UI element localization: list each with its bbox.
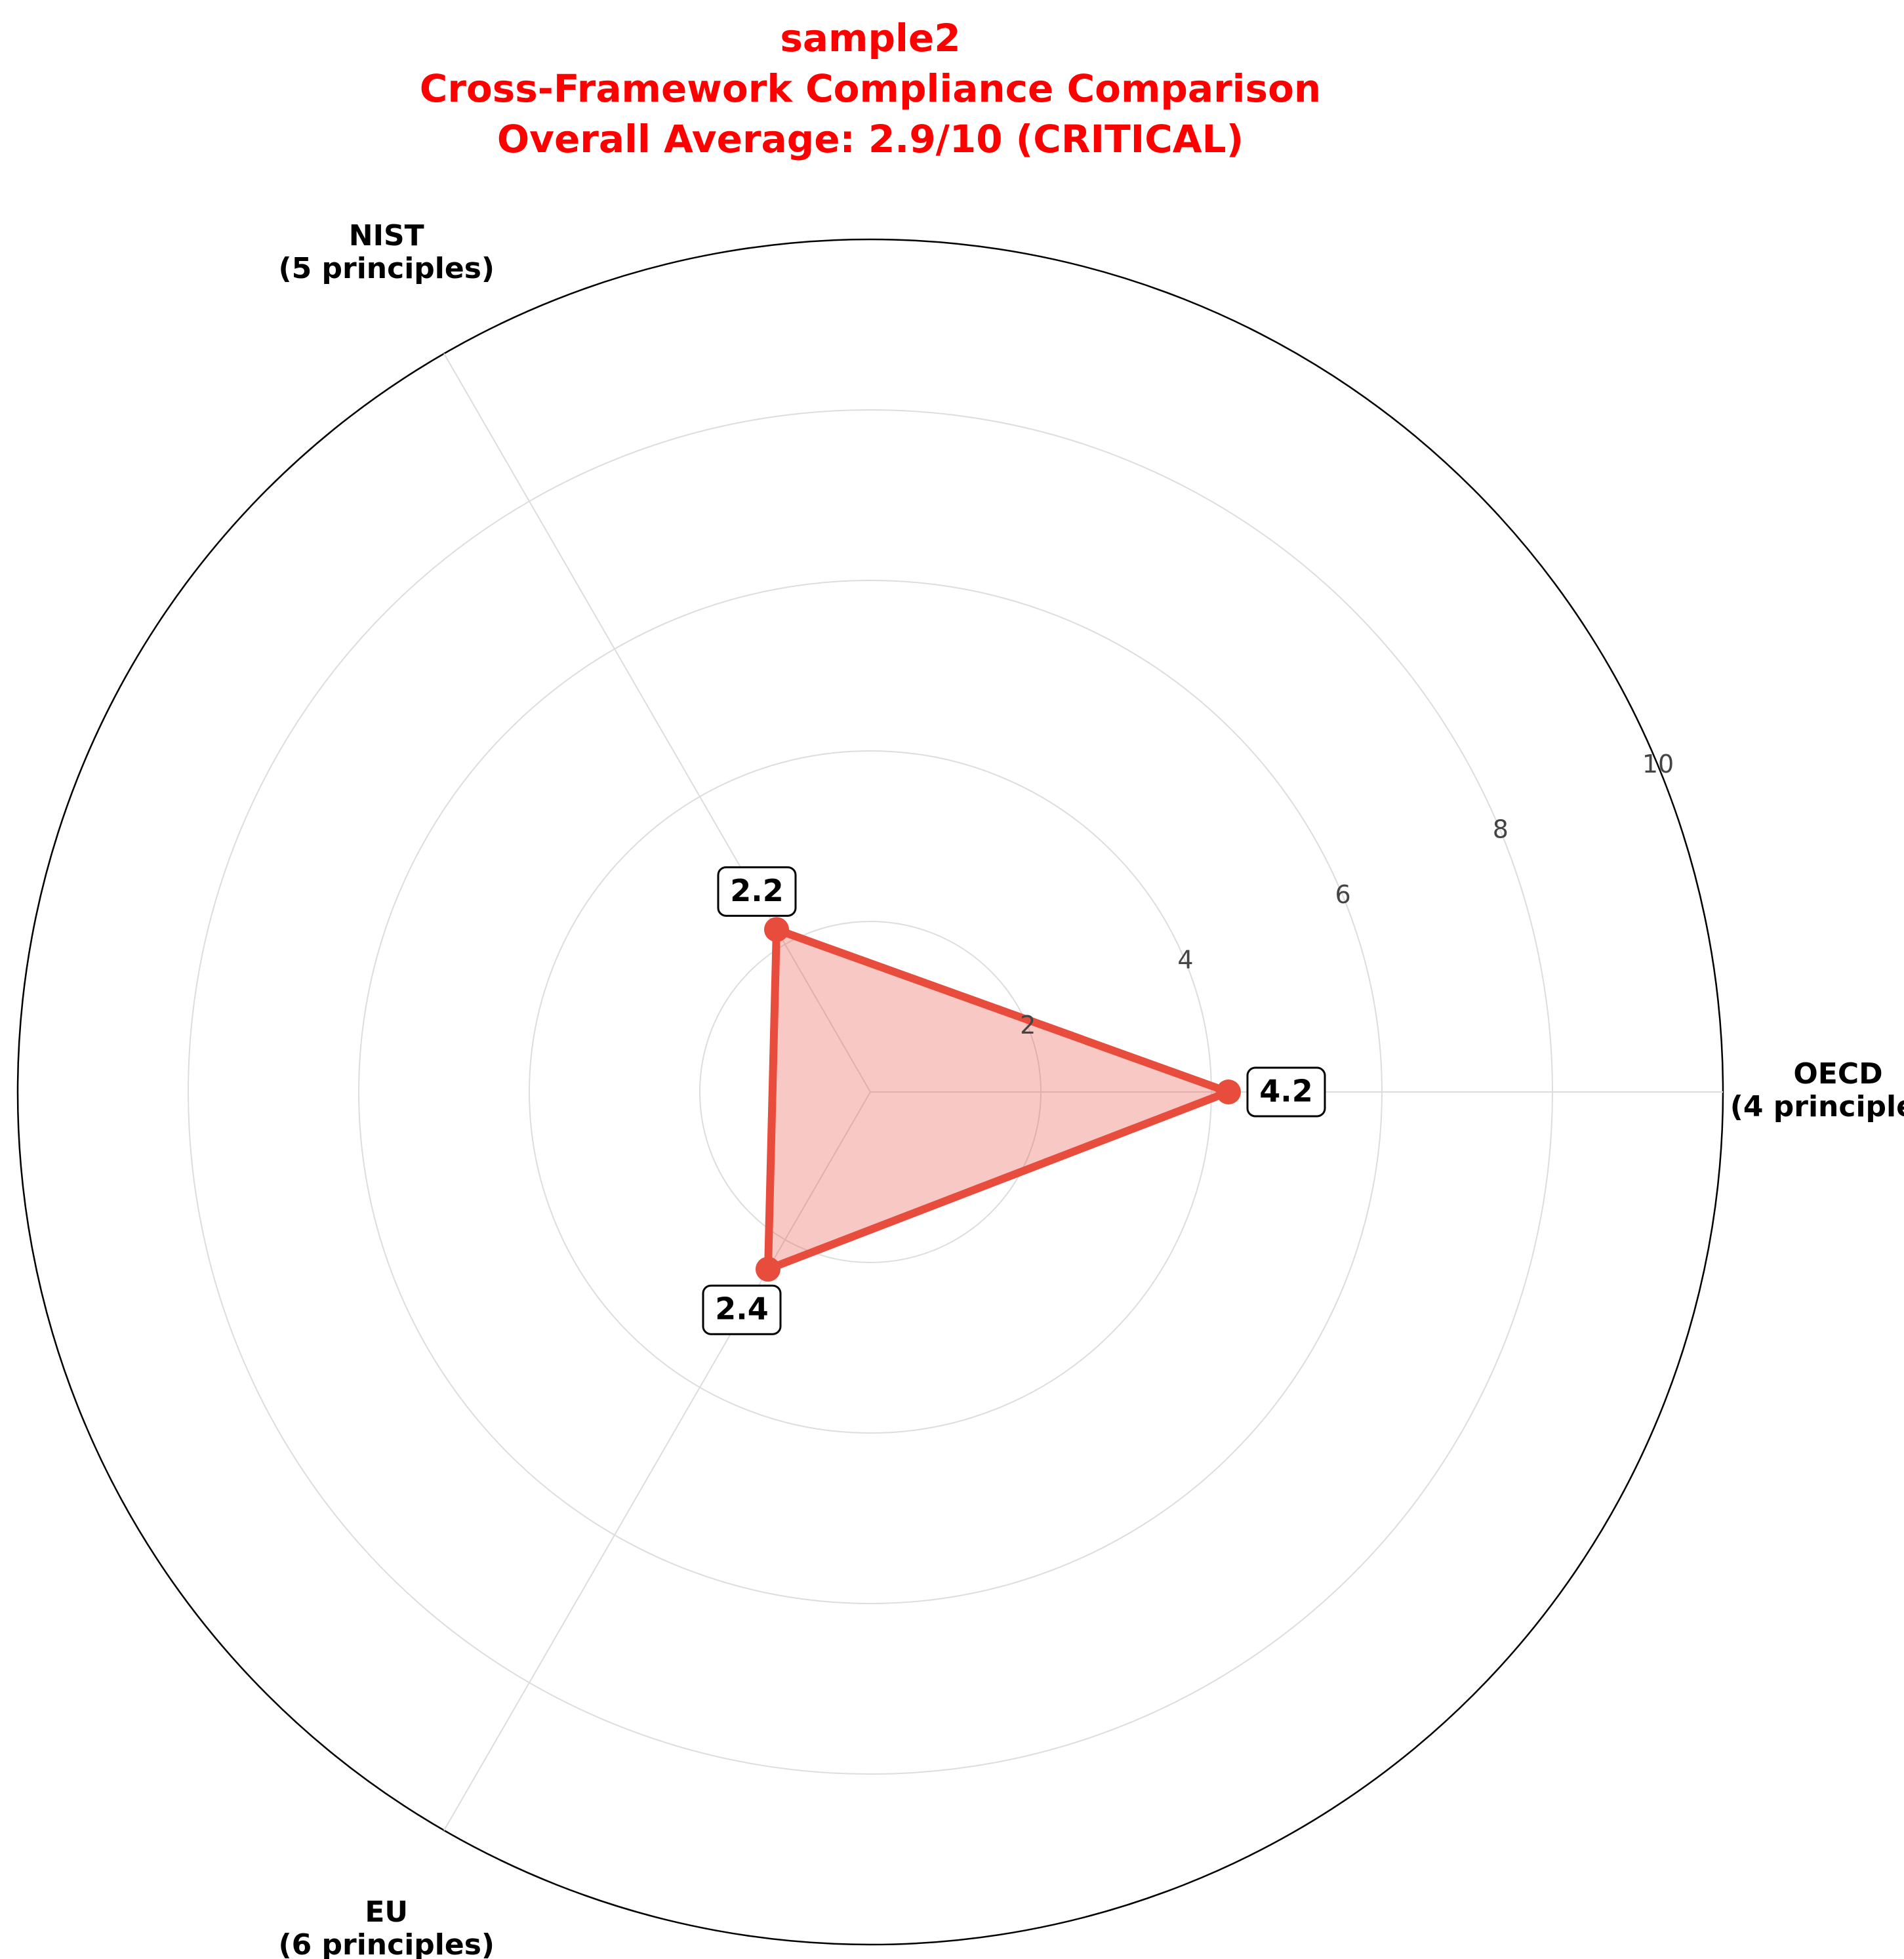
chart-title-group: sample2 Cross-Framework Compliance Compa… xyxy=(420,16,1321,161)
category-label: OECD(4 principles) xyxy=(1730,1057,1904,1123)
value-labels: 4.2 2.2 2.4 xyxy=(702,866,1326,1335)
value-label-text: 2.4 xyxy=(715,1291,769,1327)
category-label: NIST (5 principles) xyxy=(278,219,495,285)
value-label-text: 2.2 xyxy=(730,873,784,908)
chart-subtitle-line-1: Cross-Framework Compliance Comparison xyxy=(420,66,1321,111)
data-point xyxy=(1216,1080,1241,1104)
radial-tick-label: 4 xyxy=(1177,946,1193,975)
value-label: 4.2 xyxy=(1246,1066,1326,1118)
chart-title: sample2 xyxy=(780,16,960,60)
radial-tick-label: 8 xyxy=(1493,815,1509,844)
data-series xyxy=(756,917,1241,1282)
axis-spoke xyxy=(443,353,871,1093)
category-label: EU (6 principles) xyxy=(278,1895,495,1959)
radial-tick-labels: 2 4 6 8 10 xyxy=(1020,750,1674,1040)
data-point xyxy=(764,917,789,942)
value-label-box xyxy=(702,1284,782,1335)
value-label: 2.2 xyxy=(717,866,797,917)
radial-tick-label: 6 xyxy=(1335,880,1351,909)
axis-spoke xyxy=(443,1091,871,1831)
data-point xyxy=(756,1257,780,1282)
value-label: 2.4 xyxy=(702,1284,782,1335)
category-labels: OECD(4 principles) NIST(5 principles) EU(6… xyxy=(278,219,1904,1959)
series-area xyxy=(768,929,1228,1270)
value-label-box xyxy=(717,866,797,917)
chart-subtitle-line-2: Overall Average: 2.9/10 (CRITICAL) xyxy=(497,117,1244,161)
radial-tick-label: 2 xyxy=(1020,1011,1036,1040)
radial-tick-label: 10 xyxy=(1642,750,1674,778)
value-label-text: 4.2 xyxy=(1259,1074,1313,1109)
value-label-box xyxy=(1246,1066,1326,1118)
series-line xyxy=(764,925,1232,1274)
